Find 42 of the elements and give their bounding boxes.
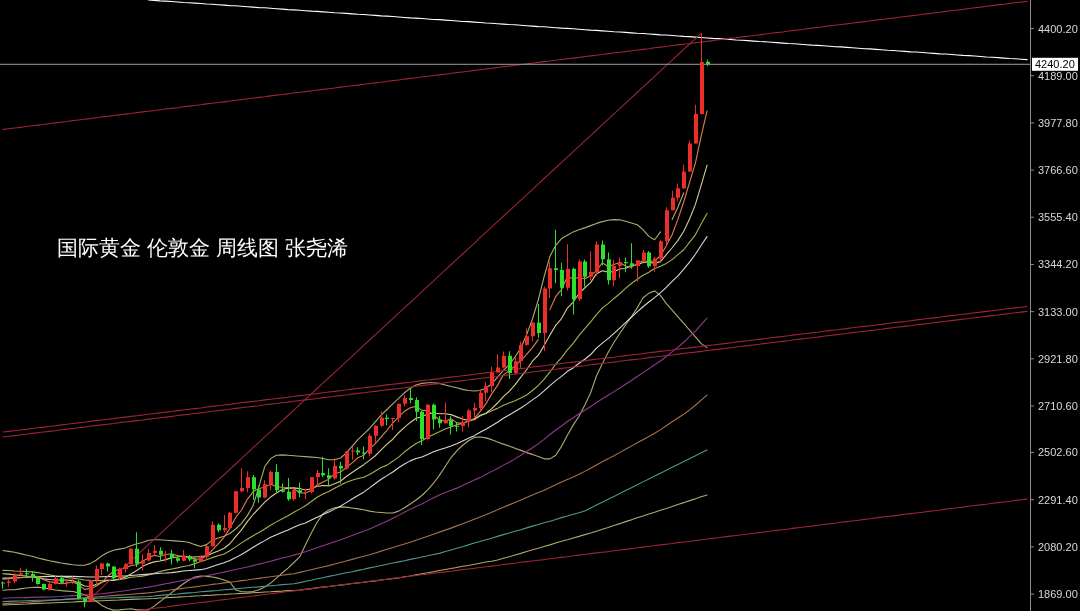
y-tick-label: 2080.20	[1038, 540, 1078, 553]
y-tick-label: 4189.00	[1038, 69, 1078, 82]
y-tick-label: 3555.40	[1038, 211, 1078, 224]
candlestick	[473, 402, 477, 419]
candlestick	[83, 598, 87, 608]
candlestick	[19, 567, 23, 576]
candlestick	[193, 557, 197, 569]
candlestick	[106, 562, 110, 572]
y-tick-label: 4400.20	[1038, 22, 1078, 35]
candlestick	[176, 556, 180, 563]
y-tick-label: 3977.80	[1038, 116, 1078, 129]
y-tick-label: 3344.20	[1038, 258, 1078, 271]
line-series	[147, 0, 1028, 61]
y-tick-label: 2921.80	[1038, 352, 1078, 365]
candlestick	[385, 414, 389, 426]
candlestick	[25, 568, 29, 578]
candlestick	[281, 483, 285, 493]
candlestick	[455, 422, 459, 432]
candlestick	[391, 417, 395, 431]
candlestick	[1, 581, 5, 589]
text: 国际黄金 伦敦金 周线图 张尧浠	[57, 236, 348, 259]
candlestick	[298, 482, 302, 498]
line-series	[2, 449, 708, 603]
candlestick	[589, 251, 593, 281]
line-series	[2, 394, 708, 605]
candlestick	[351, 445, 355, 460]
y-tick-label: 3133.00	[1038, 305, 1078, 318]
y-tick-label: 2502.60	[1038, 446, 1078, 459]
candlestick	[164, 550, 168, 562]
candlestick	[65, 579, 69, 587]
y-tick-label: 2710.60	[1038, 400, 1078, 413]
candlestick	[362, 446, 366, 460]
candlestick	[327, 468, 331, 486]
line-series	[136, 498, 1028, 611]
y-tick-label: 3766.60	[1038, 164, 1078, 177]
candlestick	[321, 456, 325, 477]
candlestick	[554, 229, 558, 284]
ref-line-label: 4240.20	[1035, 58, 1075, 71]
y-tick-label: 1869.00	[1038, 588, 1078, 601]
candlestick	[630, 243, 634, 269]
y-tick-label: 2291.40	[1038, 493, 1078, 506]
candlestick	[257, 485, 261, 503]
